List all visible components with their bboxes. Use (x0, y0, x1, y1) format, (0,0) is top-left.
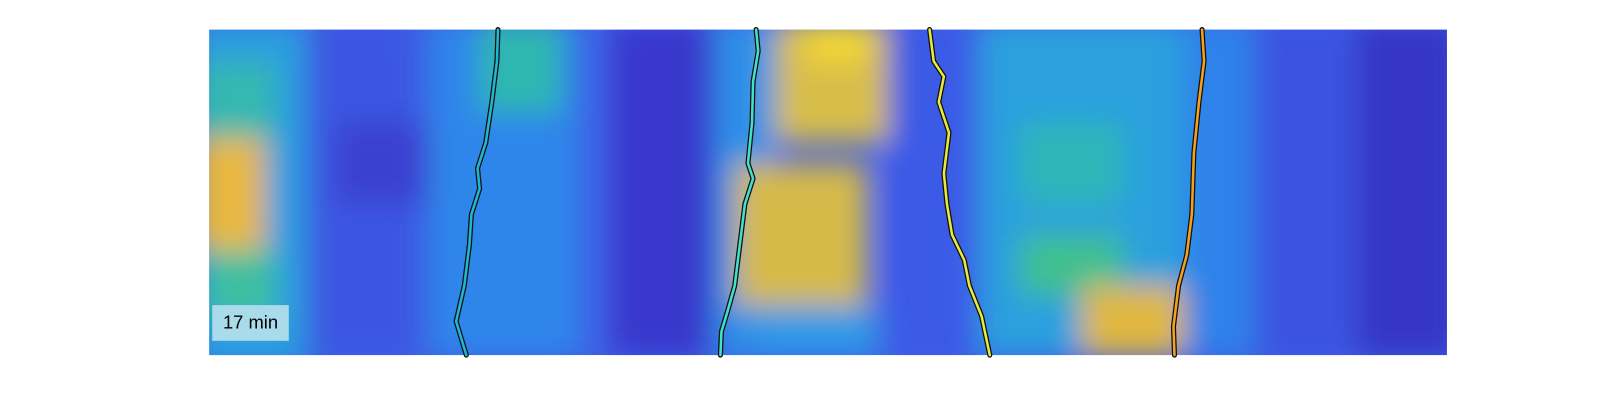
trace (719, 28, 760, 357)
traces (453, 27, 1207, 358)
trace (1172, 28, 1206, 357)
trace (928, 28, 992, 357)
heatmap (209, 29, 1447, 356)
label-box (212, 305, 289, 341)
time-label: 17 min (223, 311, 278, 332)
trace (454, 28, 500, 357)
